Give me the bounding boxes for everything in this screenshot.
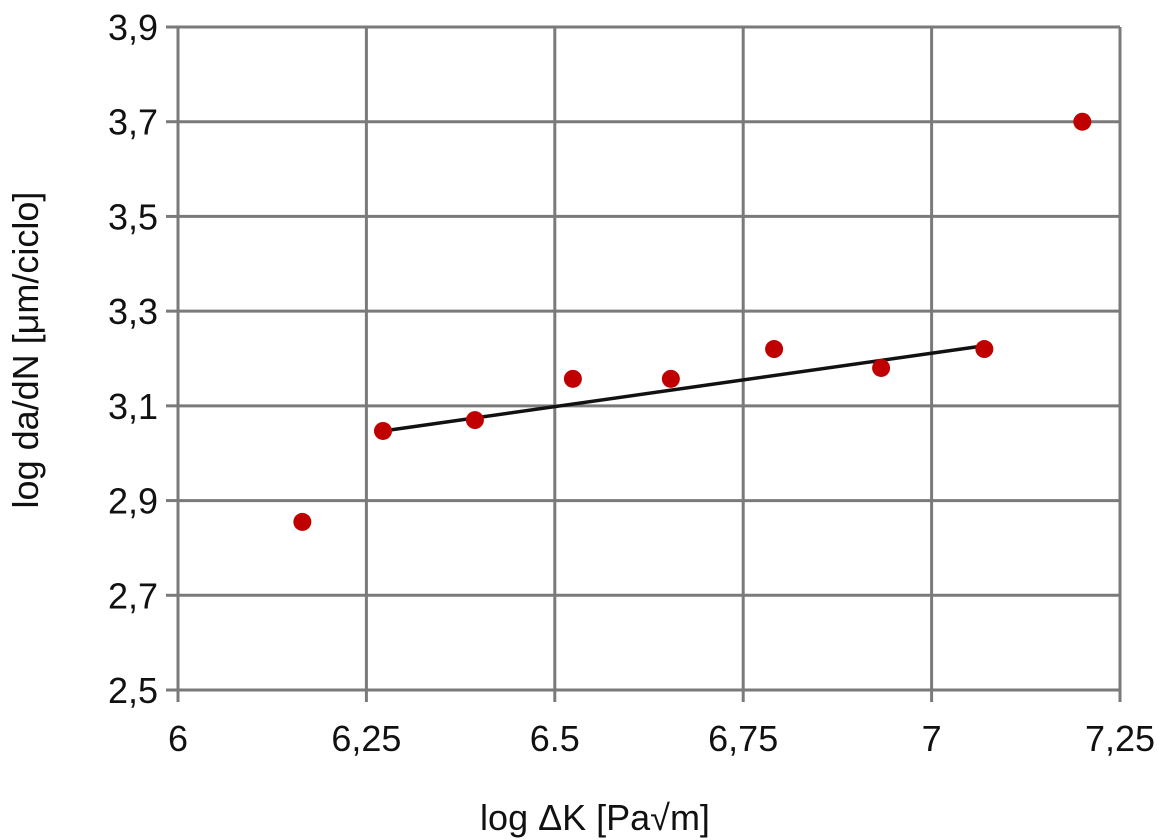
y-tick-label: 2,7 bbox=[108, 575, 158, 616]
grid bbox=[176, 25, 1122, 692]
axes bbox=[166, 25, 1122, 702]
x-tick-label: 7,25 bbox=[1085, 718, 1155, 759]
y-tick-label: 2,9 bbox=[108, 481, 158, 522]
data-point bbox=[765, 340, 784, 359]
x-tick-label: 6,75 bbox=[708, 718, 778, 759]
y-tick-label: 3,7 bbox=[108, 102, 158, 143]
data-point bbox=[373, 421, 392, 440]
x-tick-label: 6.5 bbox=[530, 718, 580, 759]
x-tick-label: 7 bbox=[922, 718, 942, 759]
data-point bbox=[1073, 112, 1092, 131]
y-tick-label: 3,1 bbox=[108, 386, 158, 427]
data-points bbox=[293, 112, 1092, 531]
y-tick-labels: 2,5 2,7 2,9 3,1 3,3 3,5 3,7 3,9 bbox=[108, 7, 158, 711]
data-point bbox=[872, 358, 891, 377]
y-axis-title: log da/dN [μm/ciclo] bbox=[5, 192, 46, 509]
data-point bbox=[661, 369, 680, 388]
y-tick-label: 3,5 bbox=[108, 196, 158, 237]
y-tick-label: 3,9 bbox=[108, 7, 158, 48]
x-axis-title: log ΔK [Pa√m] bbox=[480, 797, 710, 838]
data-point bbox=[465, 411, 484, 430]
x-tick-labels: 6 6,25 6.5 6,75 7 7,25 bbox=[168, 718, 1155, 759]
data-point bbox=[975, 340, 994, 359]
data-point bbox=[563, 369, 582, 388]
data-point bbox=[293, 512, 312, 531]
y-tick-label: 2,5 bbox=[108, 670, 158, 711]
x-tick-label: 6 bbox=[168, 718, 188, 759]
y-tick-label: 3,3 bbox=[108, 291, 158, 332]
x-tick-label: 6,25 bbox=[331, 718, 401, 759]
